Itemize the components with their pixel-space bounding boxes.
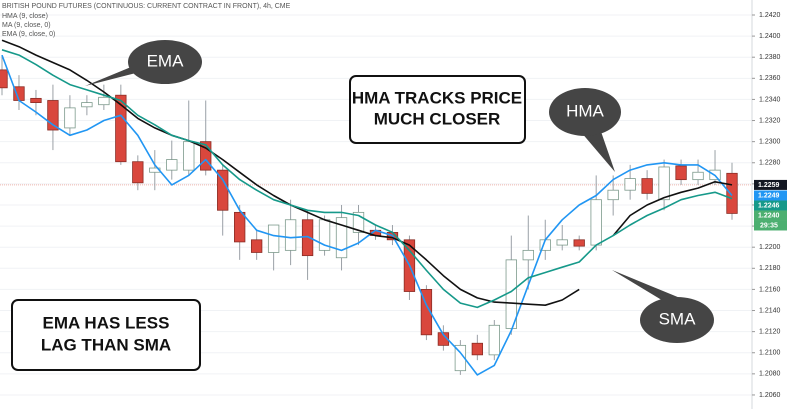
candle-body <box>692 171 704 181</box>
price-tag-label: 1.2246 <box>758 202 780 209</box>
price-tag-label: 1.2249 <box>758 192 780 199</box>
y-tick-label: 1.2360 <box>759 75 781 82</box>
y-tick-label: 1.2140 <box>759 307 781 314</box>
candle-body <box>556 239 568 246</box>
y-tick-label: 1.2060 <box>759 392 781 399</box>
y-tick-label: 1.2400 <box>759 33 781 40</box>
y-axis: 1.2420 1.2400 1.2380 1.2360 1.2340 1.2320 1.23… <box>752 12 787 399</box>
y-tick-label: 1.2420 <box>759 12 781 19</box>
candle-body <box>234 211 246 243</box>
candle-body <box>624 178 636 191</box>
y-tick-label: 1.2100 <box>759 350 781 357</box>
indicator-line <box>1 49 733 309</box>
y-tick-label: 1.2300 <box>759 138 781 145</box>
y-tick-label: 1.2120 <box>759 328 781 335</box>
price-tag-label: 1.2240 <box>758 212 780 219</box>
candle-body <box>183 141 195 171</box>
chart-title: BRITISH POUND FUTURES (CONTINUOUS: CURRE… <box>2 3 291 10</box>
note-box <box>349 75 526 144</box>
y-tick-label: 1.2080 <box>759 371 781 378</box>
callout-label: HMA <box>566 101 604 120</box>
y-tick-label: 1.2160 <box>759 286 781 293</box>
callout-label: SMA <box>659 309 697 328</box>
candle-body <box>352 211 365 233</box>
y-tick-label: 1.2180 <box>759 265 781 272</box>
note-line: EMA HAS LESS <box>43 313 170 332</box>
countdown-tag <box>754 220 787 231</box>
price-tag-label: 1.2259 <box>758 182 780 189</box>
candle-body <box>250 239 263 253</box>
candle-body <box>726 172 738 214</box>
price-tag <box>754 190 787 201</box>
candle-body <box>471 342 484 356</box>
callout-bubble <box>128 40 202 84</box>
plot-area <box>0 39 738 376</box>
note-line: HMA TRACKS PRICE <box>352 88 522 107</box>
candle-body <box>0 69 8 89</box>
callout-pointer <box>612 270 685 302</box>
candle-body <box>335 217 348 259</box>
candle-body <box>488 324 500 356</box>
candle-body <box>607 189 619 201</box>
countdown-label: 29:35 <box>760 222 778 229</box>
candle-body <box>454 344 467 372</box>
candle-body <box>64 107 76 129</box>
candle-body <box>590 199 602 246</box>
price-tag <box>754 179 787 190</box>
candle-body <box>81 102 93 108</box>
candle-body <box>420 289 433 336</box>
candle-body <box>573 239 585 247</box>
price-tag <box>754 210 787 221</box>
note-line: LAG THAN SMA <box>41 335 171 354</box>
candle-body <box>30 97 42 103</box>
candle-body <box>47 100 59 131</box>
callout-label: EMA <box>147 51 185 70</box>
callout-bubble <box>549 88 621 136</box>
legend-entry: EMA (9, close, 0) <box>2 31 55 38</box>
candle-body <box>166 159 178 171</box>
candle-body <box>132 161 144 184</box>
candle-body <box>522 249 534 261</box>
legend-entry: HMA (9, close) <box>2 13 48 20</box>
price-tag <box>754 200 787 211</box>
candle-body <box>115 94 127 163</box>
note-line: MUCH CLOSER <box>374 109 501 128</box>
candle-body <box>675 165 687 181</box>
indicator-line <box>1 54 733 376</box>
candle-body <box>200 141 212 171</box>
candle-body <box>641 178 653 194</box>
candle-body <box>98 96 110 106</box>
y-tick-label: 1.2340 <box>759 96 781 103</box>
y-tick-label: 1.2320 <box>759 117 781 124</box>
candle-body <box>658 166 670 201</box>
y-tick-label: 1.2280 <box>759 160 781 167</box>
note-box <box>11 299 201 371</box>
y-tick-label: 1.2200 <box>759 244 781 251</box>
callout-bubble <box>640 297 714 343</box>
y-tick-label: 1.2380 <box>759 54 781 61</box>
candle-body <box>437 332 450 346</box>
legend-entry: MA (9, close, 0) <box>2 22 51 29</box>
candle-body <box>284 219 297 251</box>
candle-body <box>267 224 280 253</box>
